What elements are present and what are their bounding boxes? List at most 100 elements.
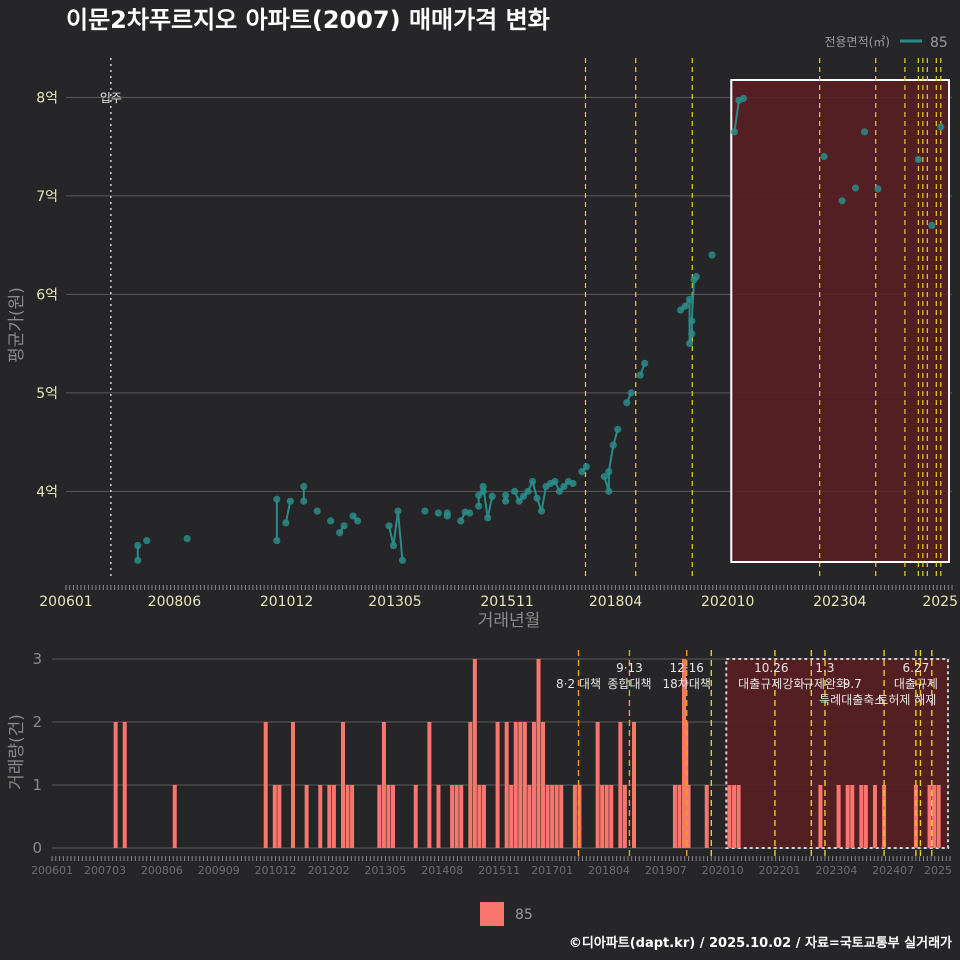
series-line-segment bbox=[392, 510, 399, 546]
volume-bar bbox=[427, 722, 432, 848]
x-tick-label: 202010 bbox=[702, 864, 744, 877]
data-point bbox=[627, 389, 635, 397]
data-point bbox=[327, 517, 335, 525]
volume-bar bbox=[672, 785, 677, 848]
data-point bbox=[537, 507, 546, 515]
y-axis-title: 거래량(건) bbox=[7, 714, 27, 790]
volume-bar bbox=[850, 785, 855, 848]
x-tick-label: 202304 bbox=[813, 594, 867, 610]
volume-bar bbox=[122, 722, 127, 848]
x-tick-label: 202304 bbox=[815, 864, 857, 877]
top-legend: 전용면적(㎡) 85 bbox=[824, 35, 947, 51]
x-tick-label: 201804 bbox=[588, 864, 630, 877]
volume-bar bbox=[913, 785, 918, 848]
data-point bbox=[582, 463, 590, 471]
volume-bar bbox=[318, 785, 323, 848]
data-point bbox=[466, 509, 474, 517]
y-tick-label: 3 bbox=[32, 650, 42, 668]
x-tick-label: 200806 bbox=[141, 864, 183, 877]
x-tick-label: 200703 bbox=[84, 864, 126, 877]
volume-bar bbox=[859, 785, 864, 848]
data-point bbox=[421, 507, 429, 515]
x-tick-label: 200601 bbox=[39, 594, 92, 610]
volume-bar bbox=[531, 722, 536, 848]
series-line-segment bbox=[607, 444, 615, 472]
y-tick-label: 5억 bbox=[36, 386, 58, 402]
x-tick-label: 200909 bbox=[198, 864, 240, 877]
x-tick-label: 202201 bbox=[758, 864, 800, 877]
x-tick-label: 200601 bbox=[31, 864, 73, 877]
x-tick-label: 201012 bbox=[260, 594, 313, 610]
volume-bar bbox=[513, 722, 518, 848]
data-point bbox=[313, 507, 321, 515]
data-point bbox=[340, 522, 348, 530]
policy-annotation: 18차대책 bbox=[663, 676, 711, 691]
data-point bbox=[143, 537, 151, 545]
volume-bar bbox=[550, 785, 555, 848]
data-point bbox=[609, 441, 617, 449]
x-tick-label: 201012 bbox=[255, 864, 297, 877]
volume-bar bbox=[863, 785, 868, 848]
data-point bbox=[614, 425, 622, 433]
volume-bar bbox=[836, 785, 841, 848]
volume-bar bbox=[595, 722, 600, 848]
data-point bbox=[389, 541, 398, 550]
x-tick-label: 201511 bbox=[478, 864, 520, 877]
volume-bar bbox=[436, 785, 441, 848]
legend-top-value: 85 bbox=[930, 35, 948, 51]
data-point bbox=[730, 128, 739, 136]
data-point bbox=[851, 184, 860, 192]
data-point bbox=[820, 152, 828, 161]
x-tick-label: 201701 bbox=[531, 864, 573, 877]
data-point bbox=[555, 487, 564, 495]
y-tick-label: 8억 bbox=[36, 90, 58, 106]
data-point bbox=[708, 251, 716, 259]
data-point bbox=[860, 128, 869, 136]
data-point bbox=[282, 519, 290, 527]
x-tick-label: 2025 bbox=[924, 864, 952, 877]
volume-bar bbox=[340, 722, 345, 848]
volume-bar bbox=[304, 785, 309, 848]
volume-bar bbox=[263, 722, 268, 848]
data-point bbox=[502, 497, 510, 505]
volume-bar bbox=[277, 785, 282, 848]
volume-bar bbox=[600, 785, 605, 848]
volume-bar bbox=[686, 785, 691, 848]
y-tick-label: 2 bbox=[32, 713, 42, 731]
volume-bar bbox=[545, 785, 550, 848]
policy-annotation: 8·2 대책 bbox=[556, 676, 601, 691]
volume-bar bbox=[677, 785, 682, 848]
data-point bbox=[914, 155, 922, 164]
volume-bar bbox=[522, 722, 527, 848]
series-line-segment bbox=[396, 510, 404, 561]
data-point bbox=[385, 522, 393, 530]
data-point bbox=[623, 399, 631, 407]
volume-bar bbox=[845, 785, 850, 848]
series-line-segment bbox=[284, 501, 292, 524]
volume-bar bbox=[622, 785, 627, 848]
data-point bbox=[479, 482, 487, 491]
data-point bbox=[551, 477, 559, 486]
policy-annotation: 특례대출축소 bbox=[819, 693, 885, 707]
legend-bottom-value: 85 bbox=[515, 907, 533, 923]
data-point bbox=[488, 492, 496, 500]
volume-bar bbox=[472, 659, 477, 848]
volume-bar bbox=[495, 722, 500, 848]
bottom-legend: 85 bbox=[480, 902, 533, 926]
data-point bbox=[685, 295, 694, 303]
volume-bar bbox=[936, 785, 941, 848]
volume-bar bbox=[536, 659, 541, 848]
volume-bar bbox=[413, 785, 418, 848]
data-point bbox=[739, 94, 747, 102]
policy-annotation: 12·16 bbox=[670, 661, 704, 675]
x-tick-label: 201202 bbox=[308, 864, 350, 877]
data-point bbox=[475, 502, 483, 510]
y-tick-label: 6억 bbox=[36, 287, 58, 303]
chart-title: 이문2차푸르지오 아파트(2007) 매매가격 변화 bbox=[66, 6, 550, 34]
policy-annotation: 규제완화 bbox=[803, 677, 847, 691]
volume-bar bbox=[682, 659, 687, 848]
volume-bar bbox=[331, 785, 336, 848]
data-point bbox=[688, 317, 696, 325]
data-point bbox=[353, 517, 362, 525]
